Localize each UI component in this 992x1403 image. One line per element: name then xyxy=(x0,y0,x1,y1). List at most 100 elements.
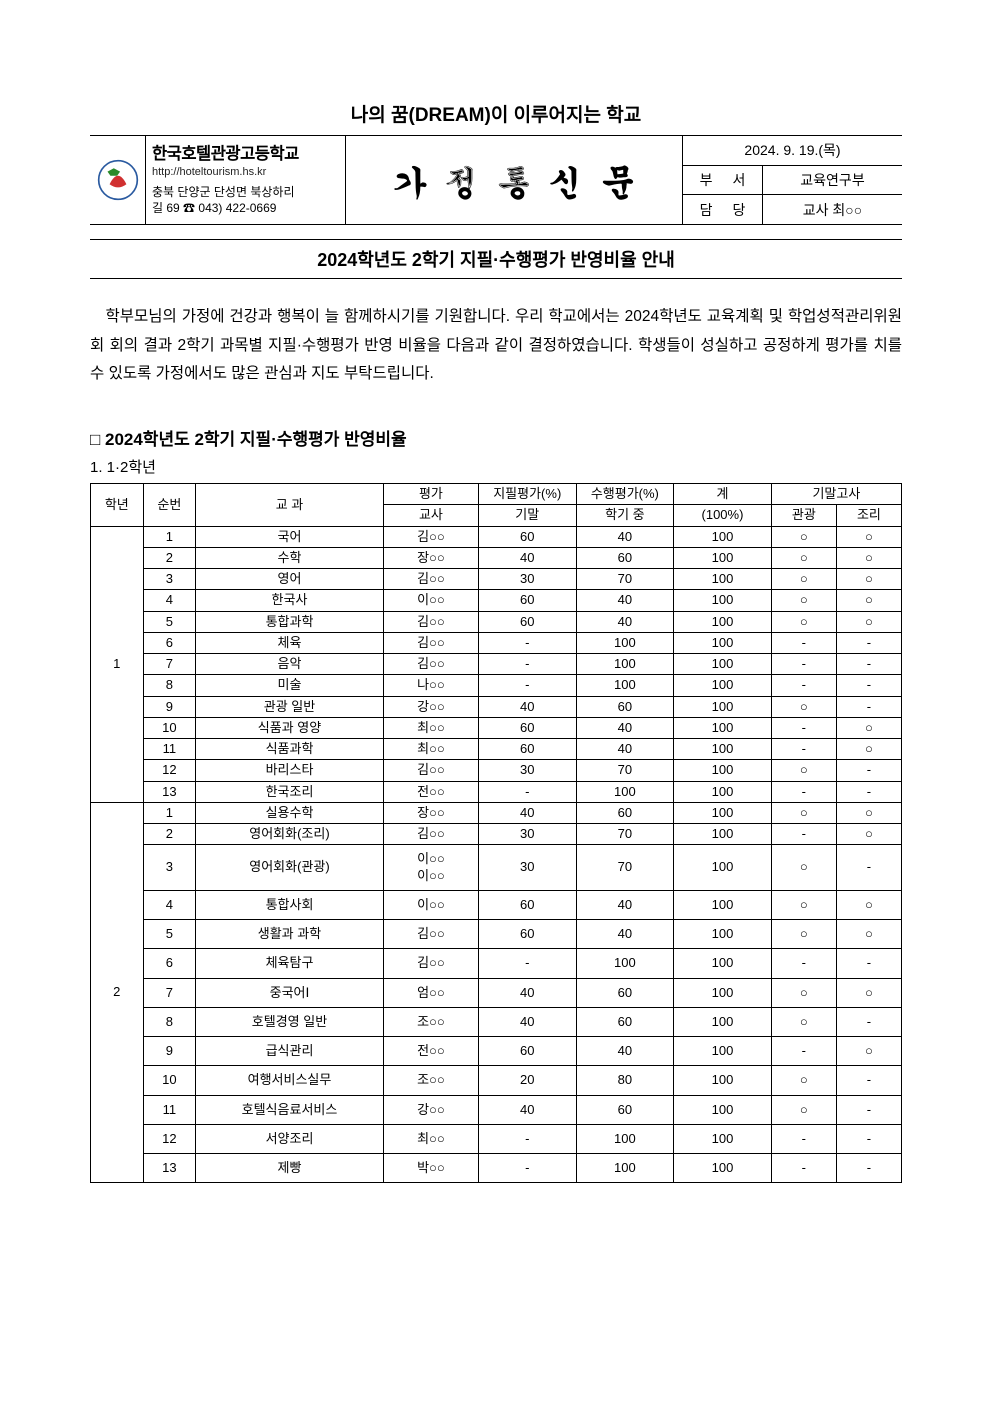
perf-cell: 40 xyxy=(576,1037,674,1066)
teacher-cell: 이○○ xyxy=(383,590,478,611)
cook-cell: - xyxy=(836,632,901,653)
final-cell: - xyxy=(478,632,576,653)
ratio-table: 학년 순번 교 과 평가 지필평가(%) 수행평가(%) 계 기말고사 교사 기… xyxy=(90,483,902,1183)
tour-cell: ○ xyxy=(771,1066,836,1095)
num-cell: 6 xyxy=(143,632,196,653)
table-row: 3영어김○○3070100○○ xyxy=(91,569,902,590)
perf-cell: 60 xyxy=(576,1095,674,1124)
cook-cell: - xyxy=(836,1007,901,1036)
table-row: 7음악김○○-100100-- xyxy=(91,654,902,675)
th-hundred: (100%) xyxy=(674,505,772,526)
table-row: 2수학장○○4060100○○ xyxy=(91,547,902,568)
th-total: 계 xyxy=(674,484,772,505)
subject-cell: 바리스타 xyxy=(196,760,384,781)
table-row: 4한국사이○○6040100○○ xyxy=(91,590,902,611)
subject-cell: 영어회화(조리) xyxy=(196,824,384,845)
cook-cell: ○ xyxy=(836,978,901,1007)
grade-cell: 2 xyxy=(91,802,144,1183)
cook-cell: ○ xyxy=(836,739,901,760)
final-cell: - xyxy=(478,949,576,978)
teacher-cell: 김○○ xyxy=(383,760,478,781)
tour-cell: ○ xyxy=(771,569,836,590)
total-cell: 100 xyxy=(674,632,772,653)
teacher-cell: 최○○ xyxy=(383,717,478,738)
num-cell: 3 xyxy=(143,845,196,891)
teacher-cell: 조○○ xyxy=(383,1066,478,1095)
subject-cell: 제빵 xyxy=(196,1154,384,1183)
cook-cell: ○ xyxy=(836,717,901,738)
total-cell: 100 xyxy=(674,824,772,845)
tour-cell: ○ xyxy=(771,845,836,891)
perf-cell: 100 xyxy=(576,632,674,653)
final-cell: - xyxy=(478,1154,576,1183)
subject-cell: 수학 xyxy=(196,547,384,568)
tour-cell: ○ xyxy=(771,920,836,949)
tour-cell: - xyxy=(771,781,836,802)
tour-cell: ○ xyxy=(771,802,836,823)
num-cell: 1 xyxy=(143,526,196,547)
tour-cell: ○ xyxy=(771,696,836,717)
final-cell: 60 xyxy=(478,1037,576,1066)
table-row: 5통합과학김○○6040100○○ xyxy=(91,611,902,632)
cook-cell: ○ xyxy=(836,526,901,547)
total-cell: 100 xyxy=(674,526,772,547)
teacher-cell: 나○○ xyxy=(383,675,478,696)
tour-cell: ○ xyxy=(771,547,836,568)
meta-charge-row: 담 당 교사 최○○ xyxy=(683,195,902,224)
total-cell: 100 xyxy=(674,1037,772,1066)
num-cell: 12 xyxy=(143,760,196,781)
perf-cell: 60 xyxy=(576,696,674,717)
tour-cell: ○ xyxy=(771,978,836,1007)
th-final: 기말 xyxy=(478,505,576,526)
tour-cell: - xyxy=(771,949,836,978)
final-cell: 30 xyxy=(478,569,576,590)
total-cell: 100 xyxy=(674,547,772,568)
cook-cell: - xyxy=(836,675,901,696)
total-cell: 100 xyxy=(674,696,772,717)
teacher-cell: 김○○ xyxy=(383,611,478,632)
teacher-cell: 장○○ xyxy=(383,547,478,568)
cook-cell: - xyxy=(836,949,901,978)
final-cell: 60 xyxy=(478,890,576,919)
perf-cell: 40 xyxy=(576,739,674,760)
th-written: 지필평가(%) xyxy=(478,484,576,505)
perf-cell: 80 xyxy=(576,1066,674,1095)
total-cell: 100 xyxy=(674,949,772,978)
total-cell: 100 xyxy=(674,654,772,675)
tour-cell: ○ xyxy=(771,890,836,919)
th-num: 순번 xyxy=(143,484,196,527)
teacher-cell: 최○○ xyxy=(383,1124,478,1153)
table-row: 11식품과학최○○6040100-○ xyxy=(91,739,902,760)
th-eval: 평가 xyxy=(383,484,478,505)
school-info: 한국호텔관광고등학교 http://hoteltourism.hs.kr 충북 … xyxy=(146,136,346,224)
subject-cell: 영어회화(관광) xyxy=(196,845,384,891)
teacher-cell: 이○○이○○ xyxy=(383,845,478,891)
num-cell: 5 xyxy=(143,611,196,632)
num-cell: 11 xyxy=(143,739,196,760)
school-logo-icon xyxy=(97,159,139,201)
school-url: http://hoteltourism.hs.kr xyxy=(152,165,339,179)
cook-cell: - xyxy=(836,1095,901,1124)
total-cell: 100 xyxy=(674,569,772,590)
th-final-exam: 기말고사 xyxy=(771,484,901,505)
school-name: 한국호텔관광고등학교 xyxy=(152,144,339,165)
teacher-cell: 김○○ xyxy=(383,920,478,949)
perf-cell: 60 xyxy=(576,547,674,568)
perf-cell: 60 xyxy=(576,802,674,823)
th-perf: 수행평가(%) xyxy=(576,484,674,505)
cook-cell: ○ xyxy=(836,611,901,632)
final-cell: - xyxy=(478,1124,576,1153)
table-row: 3영어회화(관광)이○○이○○3070100○- xyxy=(91,845,902,891)
final-cell: 40 xyxy=(478,1095,576,1124)
cook-cell: - xyxy=(836,760,901,781)
teacher-cell: 이○○ xyxy=(383,890,478,919)
meta-dept-row: 부 서 교육연구부 xyxy=(683,166,902,196)
perf-cell: 60 xyxy=(576,978,674,1007)
cook-cell: - xyxy=(836,1066,901,1095)
cook-cell: ○ xyxy=(836,802,901,823)
subject-cell: 급식관리 xyxy=(196,1037,384,1066)
subject-cell: 영어 xyxy=(196,569,384,590)
total-cell: 100 xyxy=(674,1095,772,1124)
table-row: 13제빵박○○-100100-- xyxy=(91,1154,902,1183)
teacher-cell: 강○○ xyxy=(383,696,478,717)
